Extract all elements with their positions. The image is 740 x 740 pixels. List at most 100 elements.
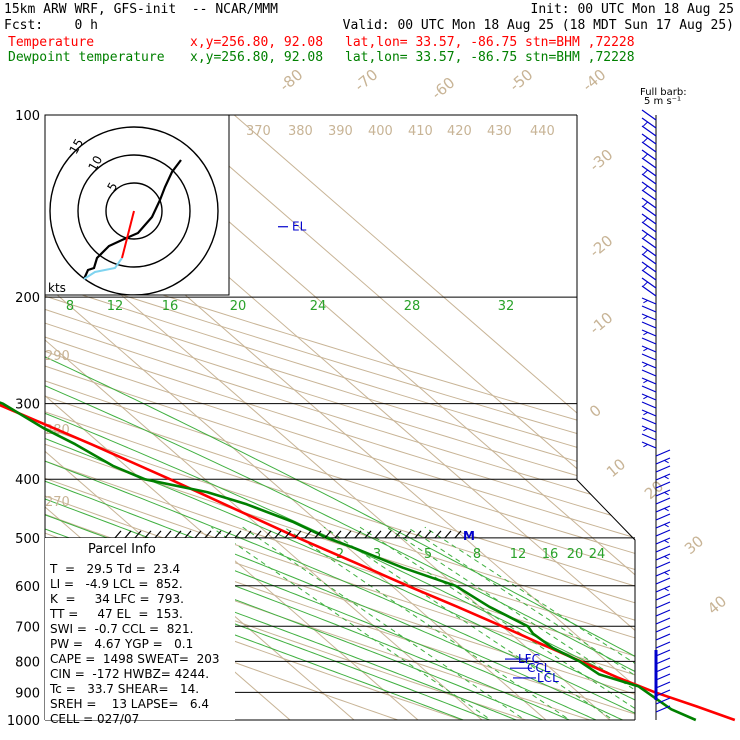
dry-adiabat bbox=[45, 115, 635, 720]
wind-barb bbox=[655, 457, 671, 465]
wind-barb bbox=[655, 465, 671, 473]
dry-adiabat bbox=[45, 115, 635, 720]
wind-barb-feather bbox=[643, 249, 648, 255]
isotherm-line bbox=[45, 115, 562, 720]
dry-adiabat bbox=[45, 115, 635, 720]
mixing-ratio-label: 20 bbox=[230, 299, 247, 314]
level-hatch bbox=[264, 530, 272, 539]
isotherm-label: 0 bbox=[586, 401, 605, 421]
mixing-ratio-label: 16 bbox=[162, 299, 179, 314]
level-hatch bbox=[304, 530, 312, 539]
wind-barb-feather bbox=[643, 185, 648, 191]
parcel-info-box bbox=[45, 538, 235, 720]
wind-barb bbox=[655, 641, 671, 649]
mixing-ratio-label: 3 bbox=[373, 547, 381, 562]
wind-barb-feather bbox=[643, 363, 648, 368]
mixing-ratio-line bbox=[424, 526, 635, 720]
isotherm-line bbox=[169, 115, 635, 720]
model-title: 15km ARW WRF, GFS-init -- NCAR/MMM bbox=[4, 2, 278, 17]
wind-barb bbox=[655, 673, 671, 681]
wind-barb-feather bbox=[643, 137, 648, 143]
hodograph-ring-label: 10 bbox=[85, 153, 105, 173]
wind-barb-feather bbox=[643, 121, 648, 127]
wind-barb bbox=[655, 489, 671, 497]
wind-barb bbox=[641, 117, 657, 129]
theta-label: 370 bbox=[246, 124, 271, 139]
wind-barb-feather bbox=[643, 347, 648, 352]
wind-barb bbox=[655, 625, 671, 633]
wind-barb-feather bbox=[643, 315, 648, 320]
mixing-ratio-label: 5 bbox=[424, 547, 432, 562]
wind-barb-feather bbox=[643, 169, 648, 175]
isotherm-line bbox=[45, 115, 626, 720]
parcel-info-title: Parcel Info bbox=[88, 542, 156, 557]
wind-barb bbox=[641, 433, 657, 441]
wind-barb bbox=[641, 149, 657, 161]
wind-barb-feather bbox=[664, 539, 669, 544]
dew-legend-stn: stn=BHM ,72228 bbox=[525, 50, 635, 65]
wind-barb-feather bbox=[664, 475, 669, 480]
theta-label: 390 bbox=[328, 124, 353, 139]
mixing-ratio-label: 2 bbox=[336, 547, 344, 562]
wind-barb bbox=[655, 697, 671, 705]
level-hatch bbox=[374, 530, 382, 539]
temp-legend-stn: stn=BHM ,72228 bbox=[525, 35, 635, 50]
wind-barb bbox=[641, 401, 657, 409]
wind-barb bbox=[655, 529, 671, 537]
dry-adiabat bbox=[45, 115, 635, 720]
level-hatch bbox=[204, 530, 212, 539]
dry-adiabat bbox=[45, 115, 635, 720]
theta-label: 400 bbox=[368, 124, 393, 139]
level-hatch bbox=[114, 530, 122, 539]
level-hatch bbox=[174, 530, 182, 539]
wind-barb-feather bbox=[664, 571, 669, 576]
wind-barb-feather bbox=[664, 459, 669, 464]
isotherm-label: -40 bbox=[579, 66, 609, 96]
parcel-info-row: Tc = 33.7 SHEAR= 14. bbox=[49, 682, 199, 696]
level-hatch bbox=[184, 530, 192, 539]
mixing-ratio-label: 8 bbox=[473, 547, 481, 562]
wind-barb bbox=[641, 369, 657, 377]
wind-barb-feather bbox=[643, 379, 648, 384]
wind-barb bbox=[655, 521, 671, 529]
wind-barb bbox=[655, 513, 671, 521]
parcel-info-row: CIN = -172 HWBZ= 4244. bbox=[50, 667, 209, 681]
wind-barb-feather bbox=[643, 281, 648, 287]
isotherm-line bbox=[45, 115, 498, 720]
wind-barb-feather bbox=[643, 443, 648, 448]
isotherm-label: 40 bbox=[704, 592, 730, 618]
wind-barb-feather bbox=[664, 491, 669, 496]
freezing-level-marker: M bbox=[463, 529, 475, 543]
moist-adiabat bbox=[45, 394, 549, 720]
wind-barb bbox=[641, 109, 657, 121]
dew-legend-label: Dewpoint temperature bbox=[8, 50, 165, 65]
level-hatch bbox=[124, 530, 132, 539]
moist-adiabat bbox=[45, 296, 635, 720]
level-hatch bbox=[224, 530, 232, 539]
level-hatch bbox=[394, 530, 402, 539]
parcel-info-row: PW = 4.67 YGP = 0.1 bbox=[50, 637, 193, 651]
dry-adiabat bbox=[45, 115, 635, 720]
wind-barb bbox=[641, 345, 657, 353]
mixing-ratio-line bbox=[211, 526, 511, 720]
wind-barb bbox=[655, 561, 671, 569]
mixing-ratio-line bbox=[359, 526, 635, 720]
wind-barb bbox=[655, 481, 671, 489]
level-hatch bbox=[314, 530, 322, 539]
wind-barb bbox=[655, 633, 671, 641]
init-time: Init: 00 UTC Mon 18 Aug 25 bbox=[530, 2, 735, 17]
hodograph-ring-label: 15 bbox=[66, 136, 86, 156]
moist-adiabat bbox=[45, 296, 635, 720]
dry-adiabat bbox=[45, 115, 635, 720]
mixing-ratio-label: 12 bbox=[107, 299, 124, 314]
mixing-ratio-line bbox=[323, 526, 633, 720]
wind-barb bbox=[641, 305, 657, 313]
wind-barb bbox=[655, 649, 671, 657]
isotherm-label: -20 bbox=[586, 232, 616, 262]
dry-adiabat bbox=[45, 115, 635, 720]
wind-barb bbox=[655, 585, 671, 593]
level-hatch bbox=[194, 530, 202, 539]
temp-legend-xy: x,y=256.80, 92.08 bbox=[190, 35, 324, 50]
wind-barb bbox=[641, 385, 657, 393]
